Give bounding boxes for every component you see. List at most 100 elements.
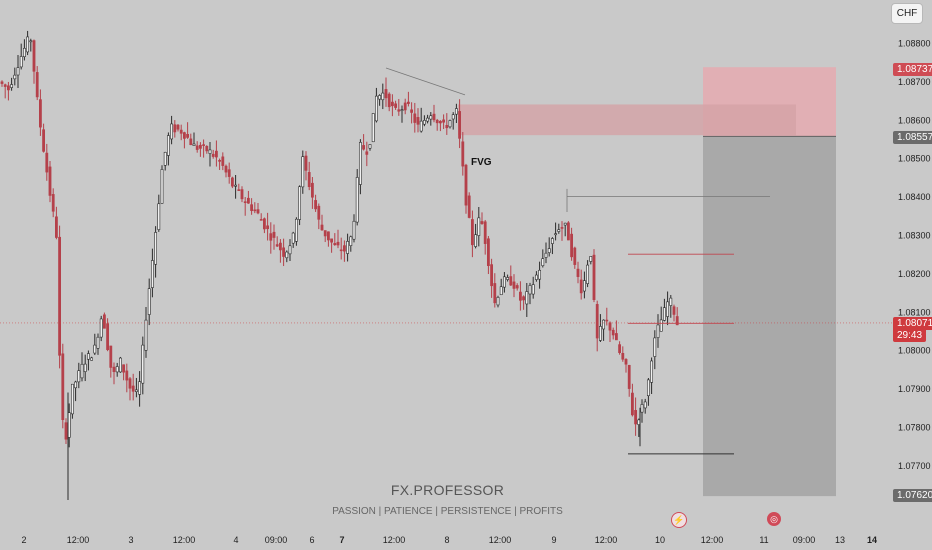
candle	[90, 356, 94, 361]
candle	[582, 271, 586, 299]
candle	[451, 112, 455, 130]
x-tick-label: 4	[233, 535, 238, 545]
candle-body	[58, 236, 62, 356]
x-tick-label: 3	[128, 535, 133, 545]
currency-button[interactable]: CHF	[891, 3, 923, 24]
candle-body	[96, 336, 100, 349]
candle	[374, 87, 378, 123]
candle	[74, 380, 78, 402]
candle-body	[122, 364, 126, 373]
candle-body	[330, 238, 334, 243]
candle-body	[643, 401, 647, 409]
candle-body	[528, 285, 532, 295]
candle	[432, 104, 436, 123]
candle	[646, 378, 650, 406]
x-tick-label: 14	[867, 535, 877, 545]
candle-body	[614, 333, 618, 341]
candle-body	[218, 160, 222, 162]
candle-body	[589, 256, 593, 262]
candle	[160, 165, 164, 204]
candle	[554, 222, 558, 241]
price-axis[interactable]: 1.08800 1.08700 1.08600 1.08500 1.08400 1.083…	[898, 39, 931, 471]
candle-body	[326, 231, 330, 241]
candle	[3, 83, 7, 99]
candle	[605, 307, 609, 326]
candle	[38, 89, 42, 136]
candle-body	[275, 244, 279, 247]
candle	[202, 139, 206, 158]
candle-body	[259, 219, 263, 221]
candle	[80, 352, 84, 382]
y-tick-label: 1.08000	[898, 346, 931, 356]
candle-body	[128, 378, 132, 389]
candle-body	[627, 364, 631, 389]
candle	[528, 282, 532, 305]
candle-body	[458, 111, 462, 139]
candle	[179, 124, 183, 141]
lightning-icon[interactable]: ⚡	[671, 512, 687, 528]
candle-body	[51, 194, 55, 212]
candle-body	[493, 283, 497, 304]
candle	[16, 54, 20, 89]
candle	[307, 161, 311, 191]
candle	[109, 345, 113, 378]
time-axis[interactable]: 2 12:00 3 12:00 4 09:00 6 7 12:00 8 12:00 9 12:00 10 1…	[21, 535, 877, 545]
candle-body	[570, 233, 574, 258]
candle	[480, 212, 484, 225]
candle-body	[227, 169, 231, 177]
candle	[333, 233, 337, 246]
candle	[566, 221, 570, 241]
candle	[384, 77, 388, 107]
candle-body	[64, 422, 68, 440]
y-tick-label: 1.08600	[898, 115, 931, 125]
x-tick-label: 6	[309, 535, 314, 545]
candle-body	[282, 247, 286, 257]
candle-body	[10, 84, 14, 88]
candle	[515, 283, 519, 291]
candle	[183, 131, 186, 149]
candle	[128, 377, 132, 401]
candle	[403, 98, 407, 115]
x-tick-label: 09:00	[265, 535, 288, 545]
candle	[496, 295, 500, 308]
candle	[518, 281, 522, 311]
candle-body	[554, 233, 558, 236]
candle	[413, 102, 417, 133]
candle	[135, 377, 138, 398]
x-tick-label: 10	[655, 535, 665, 545]
candle	[266, 212, 270, 241]
candle-body	[298, 186, 302, 220]
candle-body	[112, 366, 116, 373]
candle-body	[19, 56, 23, 68]
candle	[291, 231, 295, 248]
candle-body	[390, 101, 394, 107]
candle-body	[29, 40, 33, 43]
candle	[253, 202, 257, 214]
candle	[634, 397, 638, 436]
candle-body	[77, 370, 81, 383]
candle-body	[410, 109, 414, 113]
candle-body	[151, 260, 154, 288]
candle	[147, 278, 151, 326]
candle-body	[374, 95, 378, 122]
candle-body	[448, 120, 452, 128]
candle	[448, 119, 452, 129]
candle	[493, 273, 497, 308]
candle	[317, 203, 321, 230]
candle	[87, 350, 90, 371]
candle	[221, 152, 225, 171]
candle	[461, 132, 465, 176]
candle	[304, 151, 308, 181]
candle	[669, 294, 673, 318]
candle-body	[611, 329, 615, 336]
candle	[262, 217, 266, 234]
candle	[416, 108, 420, 133]
globe-icon[interactable]: ◎	[767, 512, 781, 526]
candle	[176, 123, 180, 132]
candle-body	[22, 47, 26, 58]
candle	[288, 239, 292, 262]
candle	[29, 38, 33, 52]
candle-body	[131, 385, 135, 392]
candle-body	[339, 249, 343, 252]
